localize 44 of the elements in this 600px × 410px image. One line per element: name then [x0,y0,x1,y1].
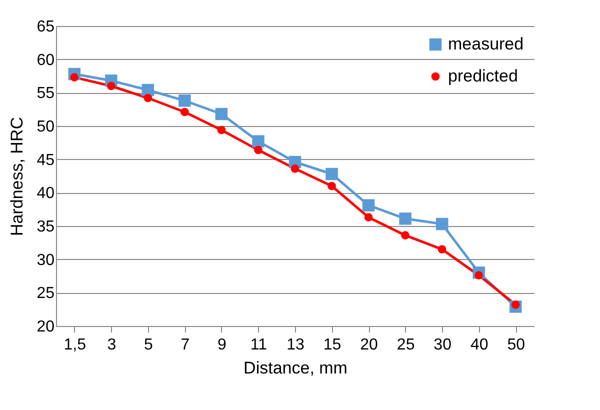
x-tick-label: 15 [323,336,342,354]
x-tick-label: 20 [360,336,378,354]
x-tick-label: 9 [218,336,227,354]
point [217,126,226,134]
point [399,212,412,225]
point [215,108,228,120]
point [144,94,152,102]
y-tick-label: 45 [36,152,55,169]
point [178,94,191,107]
x-tick-label: 25 [396,336,415,354]
x-tick-label: 3 [107,336,116,354]
point [180,108,189,116]
x-axis-title: Distance, mm [244,358,348,378]
x-tick-label: 5 [144,336,153,354]
point [436,218,448,230]
point [252,135,264,148]
x-tick-label: 1,5 [64,336,86,354]
x-tick-label: 40 [470,336,488,354]
point [328,182,336,190]
point [106,82,116,90]
y-tick-label: 20 [36,318,55,336]
point [326,168,338,180]
y-tick-label: 30 [36,252,55,269]
y-tick-label: 40 [36,185,55,202]
y-tick-label: 35 [36,218,55,236]
point [362,199,375,212]
x-tick-label: 50 [507,336,526,354]
x-tick-label: 13 [286,336,304,354]
x-tick-label: 30 [434,336,452,354]
y-tick-label: 55 [36,85,55,102]
point [364,213,373,222]
y-tick-label: 50 [36,118,55,136]
x-tick-label: 7 [180,336,190,354]
x-tick-label: 11 [250,336,268,354]
point [401,231,410,240]
legend-label: measured [448,34,524,54]
point [290,164,300,173]
y-tick-label: 65 [36,18,55,36]
legend-label: predicted [448,66,518,86]
y-tick-label: 60 [36,52,55,69]
y-axis-title: Hardness, HRC [8,116,27,236]
point [254,146,262,154]
y-tick-label: 25 [36,285,55,302]
point [438,245,446,254]
